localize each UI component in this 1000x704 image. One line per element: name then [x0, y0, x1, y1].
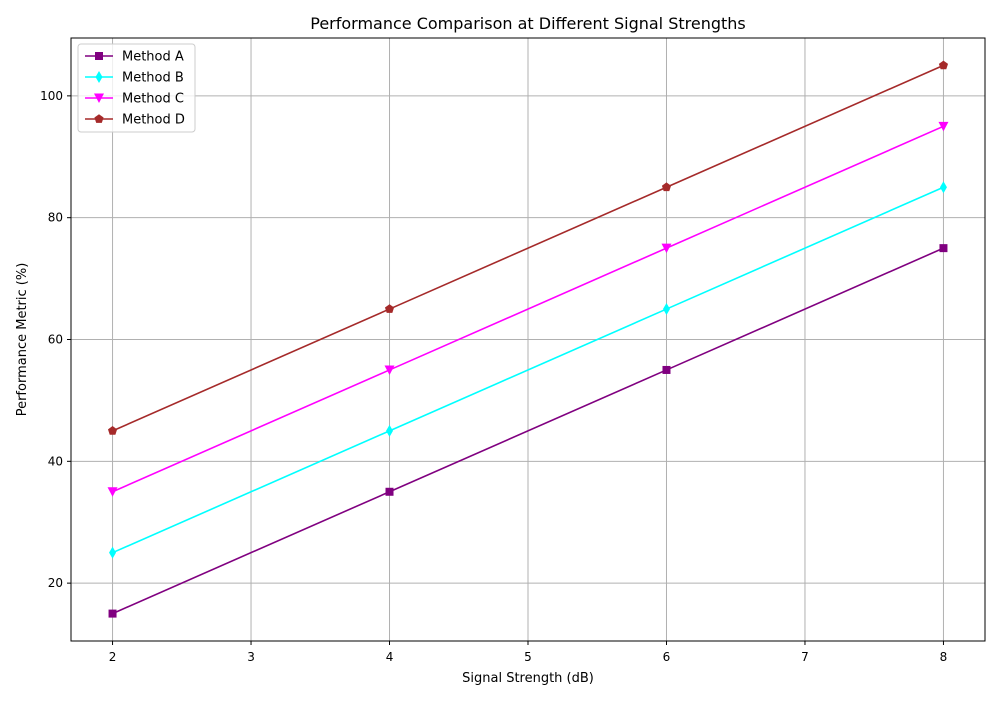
series-line-method-a [112, 247, 944, 615]
data-point-method-d [938, 60, 949, 70]
legend-marker-method-b [95, 71, 103, 83]
x-tick-label: 3 [247, 650, 255, 664]
x-tick-label: 6 [663, 650, 671, 664]
y-tick-label: 20 [48, 576, 63, 590]
legend-marker-method-a [95, 52, 103, 60]
series-line-method-c [112, 125, 944, 493]
grid [71, 38, 985, 641]
legend-marker-method-d [94, 114, 104, 123]
legend-marker-method-c [94, 93, 104, 103]
legend-box [77, 43, 196, 133]
series-method-a [108, 244, 948, 618]
legend-label: Method B [122, 71, 184, 86]
y-tick-label: 60 [48, 333, 63, 347]
series-lines [107, 60, 949, 618]
legend-item-method-d: Method D [85, 113, 185, 128]
data-point-method-d [661, 182, 672, 192]
series-method-d [107, 60, 949, 435]
y-tick-label: 80 [48, 211, 63, 225]
data-point-method-c [107, 487, 118, 497]
legend-item-method-b: Method B [85, 71, 184, 86]
x-tick-label: 4 [386, 650, 394, 664]
x-tick-label: 5 [524, 650, 532, 664]
legend-item-method-a: Method A [85, 50, 184, 65]
data-point-method-b [109, 546, 117, 559]
data-point-method-b [386, 424, 394, 437]
x-tick-label: 2 [109, 650, 117, 664]
data-point-method-d [384, 304, 395, 313]
legend: Method A Method B Method C Method D [77, 43, 196, 133]
x-tick-label: 7 [801, 650, 809, 664]
legend-item-method-c: Method C [85, 92, 184, 107]
data-point-method-d [107, 426, 118, 435]
series-method-c [107, 121, 949, 497]
data-point-method-b [662, 303, 670, 316]
series-method-b [109, 181, 947, 559]
legend-label: Method D [122, 113, 185, 128]
data-point-method-a [385, 487, 394, 496]
data-point-method-a [939, 244, 948, 253]
data-point-method-a [662, 365, 671, 374]
legend-label: Method A [122, 50, 184, 65]
data-point-method-c [384, 365, 395, 375]
series-line-method-b [112, 186, 944, 554]
legend-label: Method C [122, 92, 184, 107]
y-axis-label: Performance Metric (%) [15, 263, 30, 417]
data-point-method-a [108, 609, 117, 618]
x-tick-label: 8 [940, 650, 948, 664]
chart-title: Performance Comparison at Different Sign… [310, 14, 746, 33]
data-point-method-c [661, 243, 672, 254]
data-point-method-b [939, 181, 947, 194]
series-line-method-d [112, 64, 944, 432]
y-tick-label: 100 [40, 89, 63, 103]
x-axis-label: Signal Strength (dB) [462, 671, 594, 686]
axis-ticks: 2 3 4 5 6 7 8 20 40 60 80 100 [40, 89, 947, 664]
y-tick-label: 40 [48, 454, 63, 468]
data-point-method-c [938, 121, 949, 132]
